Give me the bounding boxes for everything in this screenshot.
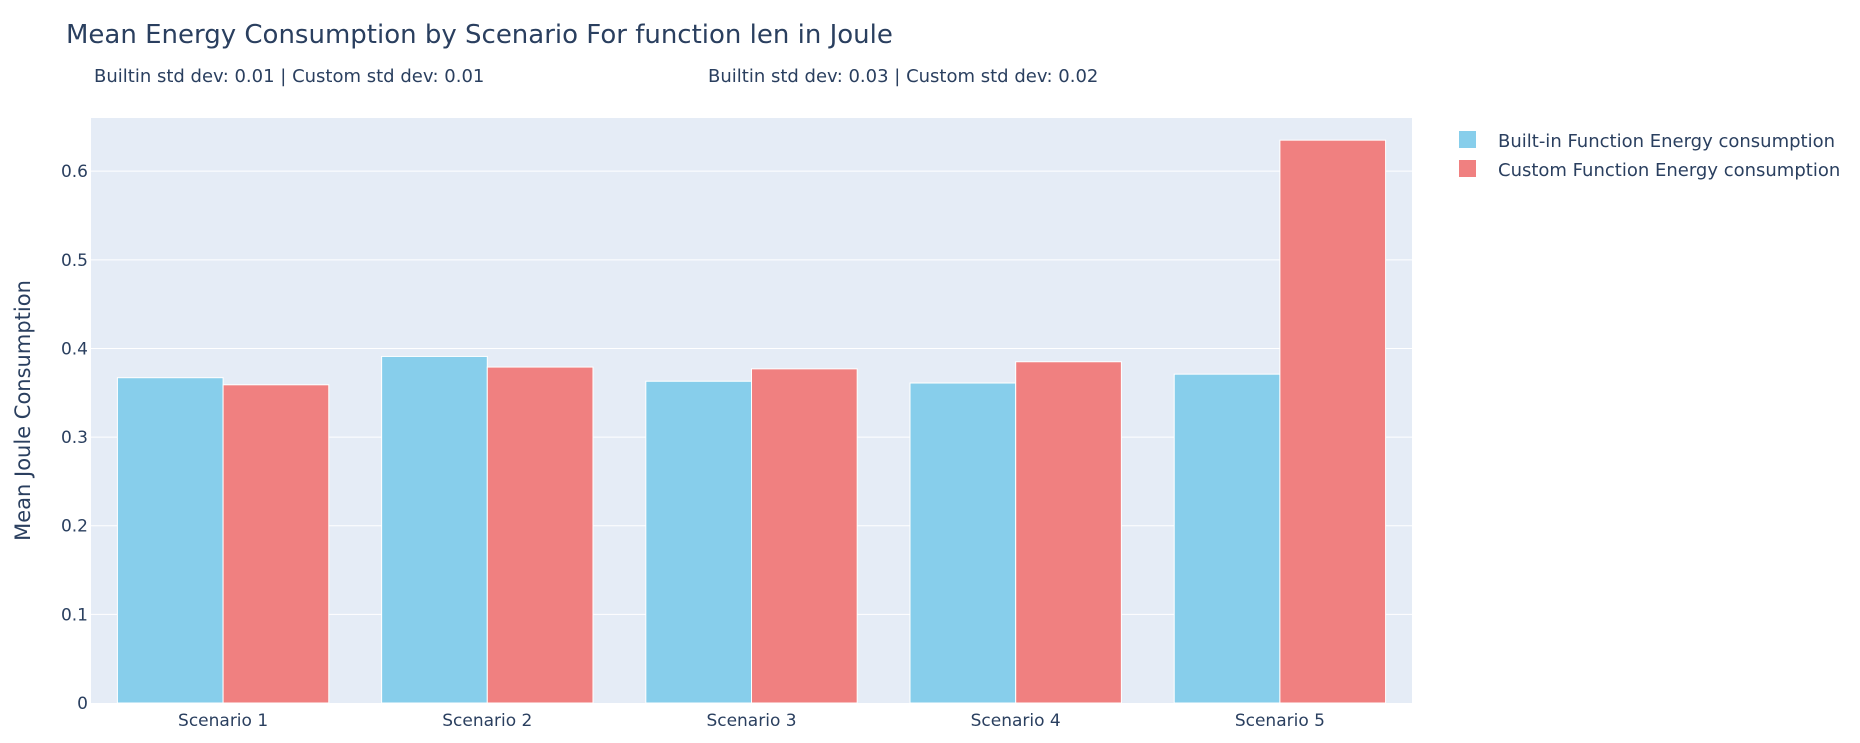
bar-custom <box>222 384 330 704</box>
bar-custom <box>486 366 594 704</box>
std-dev-annotation-right: Builtin std dev: 0.03 | Custom std dev: … <box>708 66 1098 87</box>
x-tick-label: Scenario 4 <box>971 711 1061 731</box>
bars <box>116 139 1387 704</box>
chart-title: Mean Energy Consumption by Scenario For … <box>66 20 893 50</box>
x-axis-ticks: Scenario 1 Scenario 2 Scenario 3 Scenario 4… <box>178 711 1325 731</box>
y-tick-label: 0 <box>77 694 88 714</box>
legend-swatch-custom <box>1459 160 1476 177</box>
legend-label-builtin: Built-in Function Energy consumption <box>1498 131 1835 152</box>
y-tick-label: 0.5 <box>61 251 88 271</box>
y-tick-label: 0.6 <box>61 162 88 182</box>
bar-custom <box>751 368 858 704</box>
y-axis-label: Mean Joule Consumption <box>11 280 35 541</box>
x-tick-label: Scenario 2 <box>442 711 532 731</box>
y-tick-label: 0.1 <box>61 605 88 625</box>
bar-custom <box>1015 361 1122 704</box>
x-tick-label: Scenario 5 <box>1235 711 1325 731</box>
bar-builtin <box>116 377 224 704</box>
x-tick-label: Scenario 1 <box>178 711 268 731</box>
bar-builtin <box>645 380 753 704</box>
y-tick-label: 0.2 <box>61 517 88 537</box>
legend-label-custom: Custom Function Energy consumption <box>1498 160 1840 181</box>
bar-builtin <box>909 382 1017 704</box>
legend: Built-in Function Energy consumption Cus… <box>1459 131 1840 181</box>
bar-custom <box>1279 139 1387 704</box>
bar-builtin <box>381 355 488 704</box>
y-axis-ticks: 0 0.1 0.2 0.3 0.4 0.5 0.6 <box>61 162 88 714</box>
std-dev-annotation-left: Builtin std dev: 0.01 | Custom std dev: … <box>94 66 484 87</box>
bar-builtin <box>1173 373 1281 704</box>
y-tick-label: 0.4 <box>61 339 88 359</box>
x-tick-label: Scenario 3 <box>706 711 796 731</box>
y-tick-label: 0.3 <box>61 428 88 448</box>
legend-swatch-builtin <box>1459 131 1476 148</box>
